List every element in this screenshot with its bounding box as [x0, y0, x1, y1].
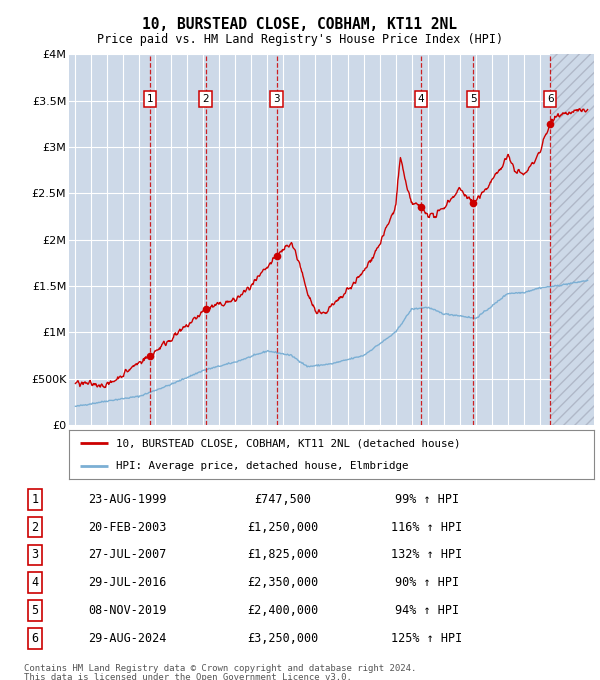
Text: 29-JUL-2016: 29-JUL-2016	[88, 576, 166, 589]
Text: 5: 5	[31, 604, 38, 617]
Text: £1,825,000: £1,825,000	[247, 549, 319, 562]
Text: 94% ↑ HPI: 94% ↑ HPI	[395, 604, 459, 617]
Text: £2,350,000: £2,350,000	[247, 576, 319, 589]
Text: £3,250,000: £3,250,000	[247, 632, 319, 645]
Text: 6: 6	[547, 94, 553, 104]
Bar	[550, 54, 596, 425]
Text: 2: 2	[31, 521, 38, 534]
Text: 2: 2	[202, 94, 209, 104]
Text: 20-FEB-2003: 20-FEB-2003	[88, 521, 166, 534]
Text: 10, BURSTEAD CLOSE, COBHAM, KT11 2NL (detached house): 10, BURSTEAD CLOSE, COBHAM, KT11 2NL (de…	[116, 439, 461, 449]
Text: 1: 1	[31, 493, 38, 506]
Text: 99% ↑ HPI: 99% ↑ HPI	[395, 493, 459, 506]
Text: 10, BURSTEAD CLOSE, COBHAM, KT11 2NL: 10, BURSTEAD CLOSE, COBHAM, KT11 2NL	[143, 17, 458, 32]
Text: Contains HM Land Registry data © Crown copyright and database right 2024.: Contains HM Land Registry data © Crown c…	[24, 664, 416, 673]
Text: 4: 4	[31, 576, 38, 589]
Text: 23-AUG-1999: 23-AUG-1999	[88, 493, 166, 506]
Text: 1: 1	[146, 94, 153, 104]
Text: 125% ↑ HPI: 125% ↑ HPI	[391, 632, 463, 645]
Text: 6: 6	[31, 632, 38, 645]
Text: This data is licensed under the Open Government Licence v3.0.: This data is licensed under the Open Gov…	[24, 673, 352, 680]
Text: £1,250,000: £1,250,000	[247, 521, 319, 534]
Text: £2,400,000: £2,400,000	[247, 604, 319, 617]
Text: Price paid vs. HM Land Registry's House Price Index (HPI): Price paid vs. HM Land Registry's House …	[97, 33, 503, 46]
Text: 29-AUG-2024: 29-AUG-2024	[88, 632, 166, 645]
Text: £747,500: £747,500	[254, 493, 311, 506]
Text: HPI: Average price, detached house, Elmbridge: HPI: Average price, detached house, Elmb…	[116, 462, 409, 471]
Text: 08-NOV-2019: 08-NOV-2019	[88, 604, 166, 617]
Text: 4: 4	[418, 94, 424, 104]
Text: 116% ↑ HPI: 116% ↑ HPI	[391, 521, 463, 534]
Text: 132% ↑ HPI: 132% ↑ HPI	[391, 549, 463, 562]
Text: 3: 3	[31, 549, 38, 562]
Text: 90% ↑ HPI: 90% ↑ HPI	[395, 576, 459, 589]
Text: 5: 5	[470, 94, 476, 104]
Text: 27-JUL-2007: 27-JUL-2007	[88, 549, 166, 562]
Text: 3: 3	[273, 94, 280, 104]
